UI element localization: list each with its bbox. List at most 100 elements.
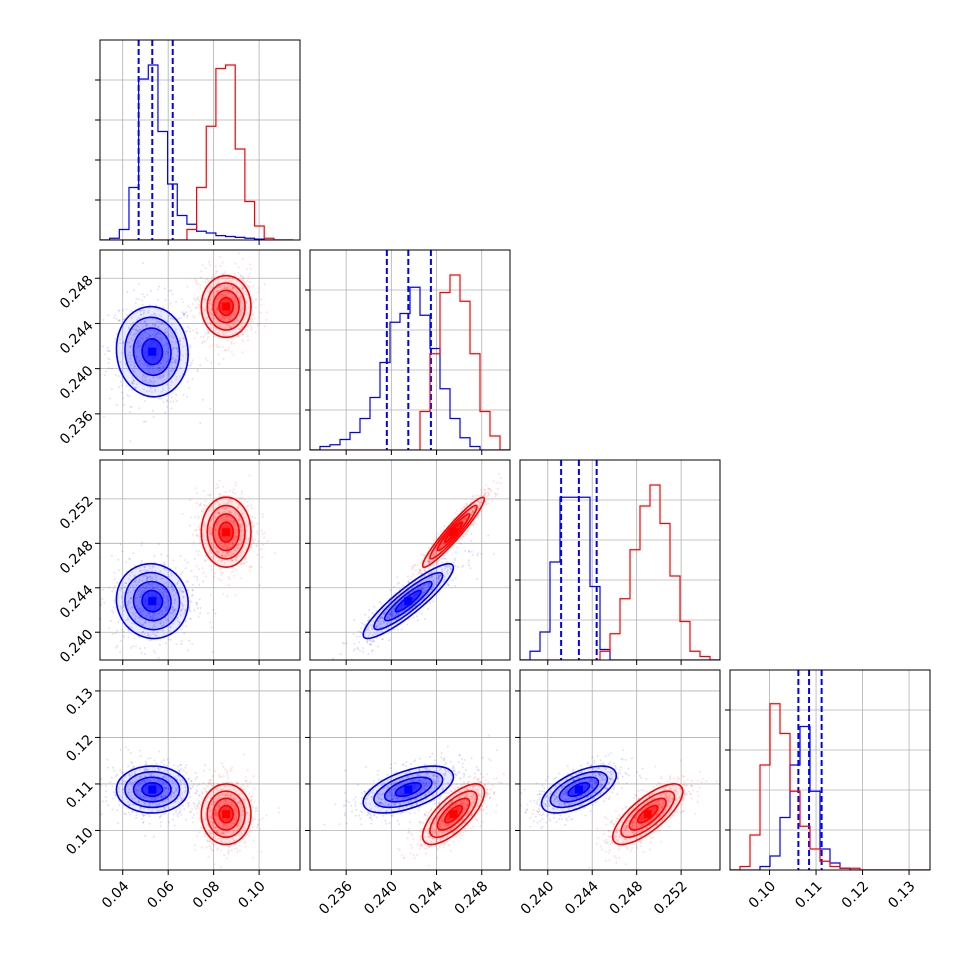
y-tick-label: 0.13	[63, 685, 96, 718]
x-tick-label: 0.252	[651, 878, 691, 918]
contour-line	[212, 289, 240, 324]
panel-3-3	[730, 670, 930, 870]
contour-line	[362, 562, 455, 640]
histogram-series-1	[310, 274, 510, 450]
density-layer	[101, 252, 268, 443]
x-tick-label: 0.10	[235, 878, 268, 911]
contour-line	[429, 504, 478, 560]
contour-line	[206, 790, 246, 839]
contour-line	[212, 513, 240, 552]
density-peak	[404, 597, 413, 606]
contour-line	[124, 770, 181, 809]
hist-layer	[310, 250, 510, 450]
x-tick-label: 0.244	[562, 878, 602, 918]
contour-line	[124, 571, 181, 631]
panel-frame	[99, 39, 301, 241]
x-tick-label: 0.248	[607, 878, 647, 918]
x-tick-label: 0.04	[99, 878, 132, 911]
hist-layer	[100, 40, 294, 240]
y-tick-label: 0.248	[57, 538, 97, 578]
density-peak	[148, 347, 157, 356]
density-peak	[148, 785, 157, 794]
panel-frame	[309, 249, 511, 451]
contour-line	[567, 782, 591, 798]
density-peak	[449, 528, 458, 537]
panel-frame	[729, 669, 931, 871]
y-tick-label: 0.10	[63, 825, 96, 858]
panel-frame	[309, 669, 511, 871]
panel-frame	[99, 459, 301, 661]
contour-line	[394, 782, 422, 798]
density-peak	[574, 785, 583, 794]
x-tick-label: 0.236	[316, 878, 356, 918]
contour-line	[124, 316, 181, 387]
y-tick-label: 0.11	[63, 778, 96, 811]
panel-frame	[519, 459, 721, 661]
contour-line	[206, 504, 246, 560]
histogram-series-1	[730, 703, 930, 870]
contour-line	[540, 765, 618, 814]
y-tick-label: 0.244	[57, 582, 97, 622]
contour-line	[373, 571, 444, 631]
contour-line	[436, 797, 471, 831]
histogram-series-0	[730, 725, 930, 870]
x-tick-label: 0.240	[518, 878, 558, 918]
density-peak	[222, 302, 231, 311]
panel-1-1	[310, 250, 510, 450]
density-peak	[404, 785, 413, 794]
contour-line	[141, 782, 164, 798]
contour-line	[115, 765, 189, 814]
x-tick-label: 0.10	[746, 878, 779, 911]
density-peak	[148, 597, 157, 606]
panel-3-0	[100, 670, 300, 870]
histogram-series-1	[520, 484, 720, 660]
contour-line	[421, 783, 486, 846]
panel-3-1	[310, 670, 510, 870]
panel-3-2	[520, 670, 720, 870]
contour-line	[558, 776, 600, 803]
contour-line	[200, 496, 252, 569]
panel-0-0	[100, 40, 300, 240]
contour-line	[429, 790, 478, 839]
density-layer	[520, 749, 718, 869]
x-tick-label: 0.240	[361, 878, 401, 918]
x-tick-label: 0.12	[839, 878, 872, 911]
contour-line	[383, 776, 433, 803]
panel-1-0	[100, 250, 300, 450]
contour-line	[620, 790, 676, 839]
hist-layer	[730, 670, 930, 870]
contour-line	[373, 770, 444, 809]
x-tick-label: 0.248	[452, 878, 492, 918]
histogram-series-0	[100, 64, 294, 240]
density-layer	[100, 474, 276, 660]
histogram-series-0	[310, 286, 510, 450]
contour-line	[421, 496, 486, 569]
density-peak	[449, 810, 458, 819]
contour-line	[218, 521, 235, 544]
histogram-series-0	[520, 496, 720, 660]
y-tick-label: 0.12	[63, 732, 96, 765]
density-peak	[222, 528, 231, 537]
y-tick-label: 0.244	[57, 318, 97, 358]
contour-line	[206, 282, 246, 331]
scatter-cloud-1	[181, 474, 276, 598]
density-peak	[643, 810, 652, 819]
contour-line	[115, 305, 189, 398]
panel-frame	[99, 669, 301, 871]
density-layer	[323, 734, 505, 867]
contour-line	[383, 580, 433, 622]
panel-frame	[309, 459, 511, 661]
x-tick-label: 0.244	[407, 878, 447, 918]
contour-line	[141, 589, 164, 613]
y-tick-label: 0.240	[57, 627, 97, 667]
contour-line	[218, 296, 235, 317]
contour-line	[362, 765, 455, 814]
contour-line	[200, 274, 252, 339]
contour-line	[132, 776, 172, 803]
x-tick-label: 0.06	[144, 878, 177, 911]
contour-line	[132, 327, 172, 377]
contour-line	[628, 797, 667, 831]
contour-line	[132, 580, 172, 622]
panel-frame	[519, 669, 721, 871]
